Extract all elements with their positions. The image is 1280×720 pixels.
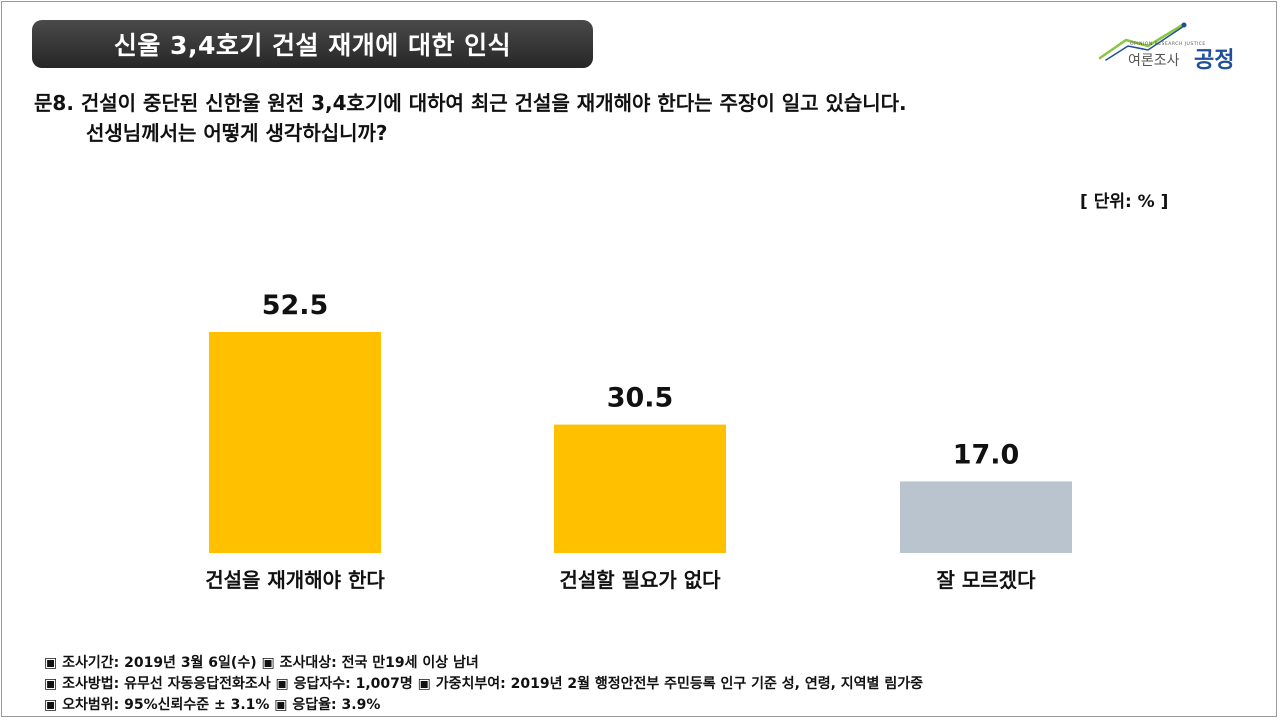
note-line: ▣ 조사방법: 유무선 자동응답전화조사 ▣ 응답자수: 1,007명 ▣ 가중… [44, 676, 923, 692]
category-label: 건설을 재개해야 한다 [205, 568, 385, 592]
question-line-2: 선생님께서는 어떻게 생각하십니까? [86, 121, 388, 145]
unit-label: [ 단위: % ] [1080, 192, 1169, 212]
survey-notes: ▣ 조사기간: 2019년 3월 6일(수) ▣ 조사대상: 전국 만19세 이… [44, 653, 923, 716]
bar-chart: 52.5 건설을 재개해야 한다 30.5 건설할 필요가 없다 17.0 잘 모르겠다 [205, 290, 1072, 592]
logo-wordmark: 공정 [1194, 48, 1235, 73]
survey-question: 문8. 건설이 중단된 신한울 원전 3,4호기에 대하여 최근 건설을 재개해… [34, 88, 907, 148]
category-label: 건설할 필요가 없다 [559, 568, 721, 592]
company-logo: OPINION RESEARCH JUSTICE 여론조사 공정 [1096, 20, 1252, 73]
note-line: ▣ 조사기간: 2019년 3월 6일(수) ▣ 조사대상: 전국 만19세 이… [44, 655, 479, 671]
question-line-1: 문8. 건설이 중단된 신한울 원전 3,4호기에 대하여 최근 건설을 재개해… [34, 91, 907, 115]
bar-value-label: 52.5 [262, 290, 329, 321]
bar-value-label: 17.0 [953, 439, 1020, 470]
category-label: 잘 모르겠다 [937, 568, 1037, 592]
bar-1 [209, 332, 381, 553]
slide-title: 신울 3,4호기 건설 재개에 대한 인식 [32, 20, 593, 68]
note-line: ▣ 오차범위: 95%신뢰수준 ± 3.1% ▣ 응답율: 3.9% [44, 697, 381, 713]
bar-value-label: 30.5 [607, 383, 674, 414]
bar-2 [554, 424, 726, 553]
logo-tagline: OPINION RESEARCH JUSTICE [1130, 42, 1206, 47]
logo-subtext: 여론조사 [1128, 53, 1180, 69]
logo-graph-icon [1098, 22, 1187, 61]
bar-3 [900, 481, 1072, 553]
